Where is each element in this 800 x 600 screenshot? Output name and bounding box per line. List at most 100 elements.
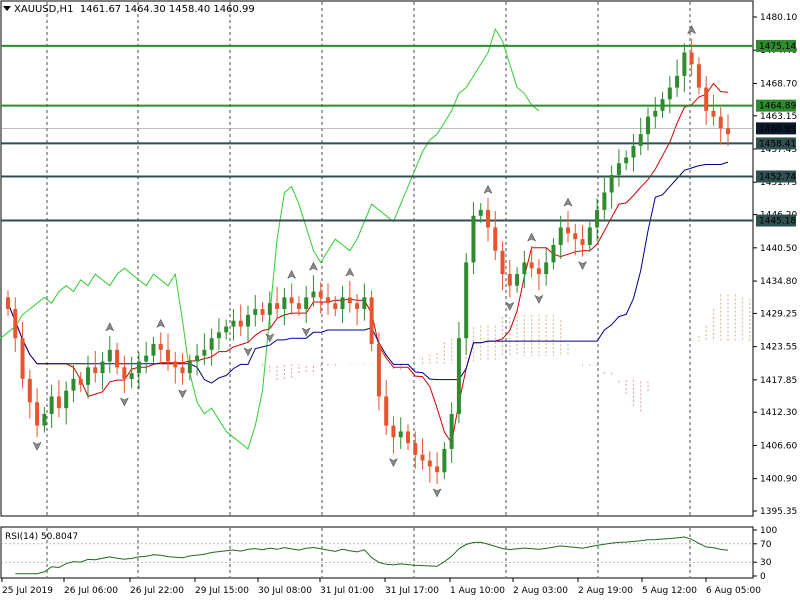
- candle-body: [333, 303, 338, 310]
- candle-body: [173, 361, 178, 368]
- time-tick-label: 5 Aug 12:00: [642, 586, 697, 596]
- candle-body: [427, 460, 432, 467]
- candle-body: [398, 431, 403, 438]
- candle-body: [420, 454, 425, 461]
- candle-body: [275, 303, 280, 310]
- candle-body: [355, 303, 360, 310]
- price-tick-label: 1440.50: [760, 244, 797, 254]
- horizontal-levels: [1, 44, 753, 222]
- candle-body: [267, 303, 272, 315]
- candle-body: [166, 349, 170, 362]
- candle-body: [493, 227, 498, 251]
- candle-body: [456, 338, 461, 414]
- candle-body: [384, 396, 389, 426]
- time-tick-label: 31 Jul 17:00: [385, 586, 439, 596]
- candle-body: [660, 99, 665, 111]
- price-tick-label: 1423.55: [760, 343, 797, 353]
- fractal-up-icon: [483, 184, 493, 194]
- candle-body: [246, 314, 250, 327]
- fractal-down-icon: [388, 458, 399, 468]
- price-tick-label: 1395.35: [760, 507, 797, 517]
- candlesticks: [6, 38, 730, 484]
- rsi-panel: 100 70 30 0: [1, 526, 777, 582]
- level-price-label: 1452.74: [759, 172, 796, 182]
- time-tick-label: 31 Jul 01:00: [320, 586, 374, 596]
- candle-body: [136, 361, 141, 374]
- chart-title[interactable]: XAUUSD,H1 1461.67 1464.30 1458.40 1460.9…: [3, 4, 255, 15]
- candle-body: [689, 52, 694, 65]
- level-price-box: [756, 137, 796, 150]
- price-tick-label: 1463.15: [760, 112, 797, 122]
- level-price-box: [756, 214, 796, 227]
- candle-body: [675, 75, 680, 88]
- fractal-down-icon: [534, 294, 544, 304]
- candle-body: [151, 344, 156, 356]
- chikou-path: [0, 28, 540, 450]
- time-tick-label: 2 Aug 19:00: [578, 586, 633, 596]
- fractal-up-icon: [156, 318, 166, 328]
- candle-body: [529, 262, 534, 269]
- candle-body: [566, 227, 570, 234]
- candle-body: [696, 64, 701, 88]
- vertical-grid: [46, 2, 691, 577]
- candle-body: [71, 378, 76, 391]
- candle-body: [369, 297, 374, 345]
- candle-body: [260, 309, 265, 315]
- candle-body: [667, 87, 672, 100]
- chikou-span-line: [0, 28, 540, 450]
- candle-body: [115, 349, 120, 368]
- candle-body: [391, 425, 396, 438]
- candle-body: [27, 378, 32, 403]
- candle-body: [253, 309, 258, 315]
- candle-body: [122, 367, 127, 379]
- candle-body: [231, 320, 236, 327]
- fractal-down-icon: [577, 261, 588, 271]
- price-tick-label: 1451.75: [760, 178, 797, 188]
- candle-body: [311, 291, 316, 298]
- candle-body: [362, 297, 367, 310]
- candle-body: [56, 396, 61, 409]
- fractal-down-icon: [32, 441, 42, 451]
- price-tick-label: 1457.45: [760, 145, 797, 155]
- fractal-up-icon: [527, 232, 537, 242]
- candle-body: [35, 402, 40, 426]
- candle-body: [442, 448, 447, 473]
- time-tick-label: 26 Jul 22:00: [130, 586, 184, 596]
- price-tick-label: 1417.85: [760, 376, 797, 386]
- candle-body: [478, 209, 483, 216]
- candle-body: [100, 361, 105, 374]
- candle-body: [580, 239, 585, 245]
- current-price-label: 1460.99: [759, 124, 796, 134]
- candle-body: [180, 367, 185, 374]
- candle-body: [536, 268, 541, 275]
- candle-body: [435, 466, 440, 473]
- time-tick-label: 2 Aug 03:00: [513, 586, 568, 596]
- level-price-box: [756, 99, 796, 112]
- candle-body: [602, 192, 607, 210]
- candle-body: [682, 52, 687, 76]
- candle-body: [376, 344, 381, 397]
- fractal-up-icon: [287, 269, 297, 279]
- candle-body: [42, 413, 47, 426]
- time-tick-label: 26 Jul 06:00: [64, 586, 118, 596]
- candle-body: [340, 297, 345, 310]
- candle-body: [551, 244, 556, 263]
- price-tick-label: 1412.30: [760, 408, 797, 418]
- fractal-up-icon: [308, 261, 319, 271]
- candle-body: [486, 209, 490, 228]
- candle-body: [653, 110, 658, 117]
- symbol-label: XAUUSD,H1: [14, 4, 74, 15]
- candle-body: [326, 297, 330, 304]
- triangle-down-icon[interactable]: [3, 6, 11, 11]
- rsi-tick-label: 0: [760, 572, 766, 582]
- candle-body: [522, 262, 527, 275]
- fractal-up-icon: [563, 197, 573, 207]
- price-axis: 1480.101474.401468.701463.151457.451451.…: [753, 13, 797, 517]
- level-price-label: 1464.89: [759, 102, 796, 112]
- level-price-label: 1458.41: [759, 139, 796, 149]
- candle-body: [609, 174, 614, 193]
- level-price-label: 1475.14: [759, 42, 796, 52]
- fractal-down-icon: [119, 397, 129, 407]
- candle-body: [638, 134, 643, 146]
